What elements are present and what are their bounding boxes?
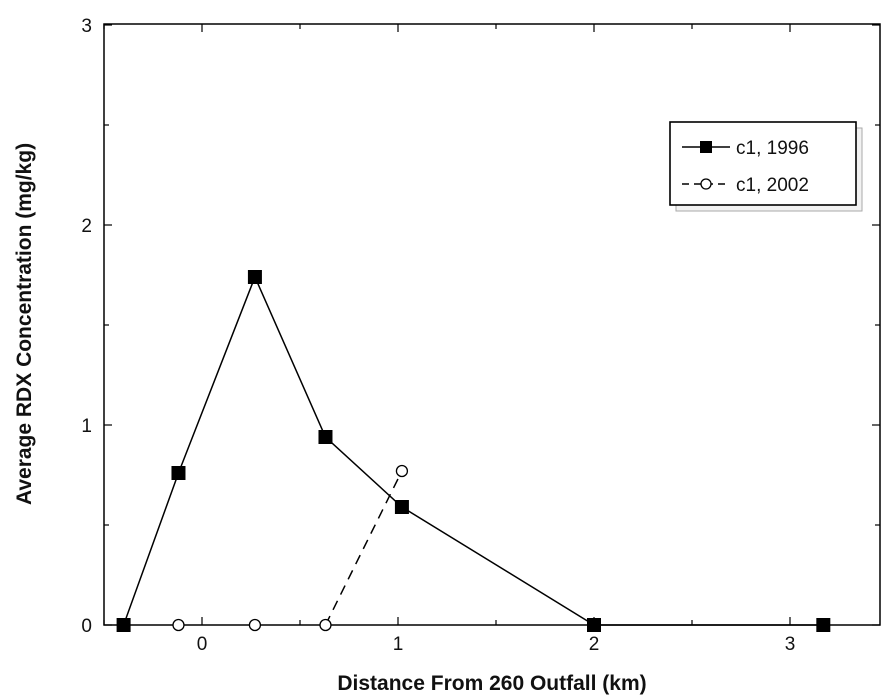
y-tick-label: 1 — [81, 416, 92, 437]
data-point-square — [816, 618, 831, 632]
x-tick-label: 2 — [589, 634, 600, 655]
data-point-square — [116, 618, 131, 632]
y-tick-label: 0 — [81, 616, 92, 637]
y-axis-ticks: 0 1 2 3 — [81, 16, 880, 637]
series-line-1 — [324, 470, 403, 626]
x-axis-ticks: 0 1 2 3 — [103, 24, 796, 655]
series-line-0 — [122, 275, 824, 626]
y-axis-title: Average RDX Concentration (mg/kg) — [13, 143, 36, 505]
legend-marker-2002 — [700, 178, 712, 190]
legend-marker-1996 — [700, 141, 712, 153]
x-tick-label: 0 — [197, 634, 208, 655]
data-point-circle — [248, 618, 262, 632]
data-point-circle — [319, 618, 332, 632]
legend-label-1996: c1, 1996 — [736, 138, 809, 159]
data-point-square — [394, 500, 409, 514]
data-point-circle — [395, 464, 409, 478]
y-tick-label: 3 — [81, 16, 92, 37]
data-point-square — [587, 618, 601, 632]
x-axis-title: Distance From 260 Outfall (km) — [337, 672, 646, 695]
x-tick-label: 1 — [393, 634, 404, 655]
series-layer — [116, 270, 831, 632]
legend-box — [669, 121, 857, 206]
data-point-square — [318, 430, 333, 444]
data-point-square — [171, 466, 186, 480]
legend-label-2002: c1, 2002 — [736, 175, 809, 196]
x-tick-label: 3 — [785, 634, 796, 655]
data-point-square — [247, 270, 262, 284]
plot-frame — [103, 23, 881, 626]
legend: c1, 1996 c1, 2002 — [669, 121, 863, 212]
data-point-circle — [172, 618, 185, 632]
y-tick-label: 2 — [81, 216, 92, 237]
